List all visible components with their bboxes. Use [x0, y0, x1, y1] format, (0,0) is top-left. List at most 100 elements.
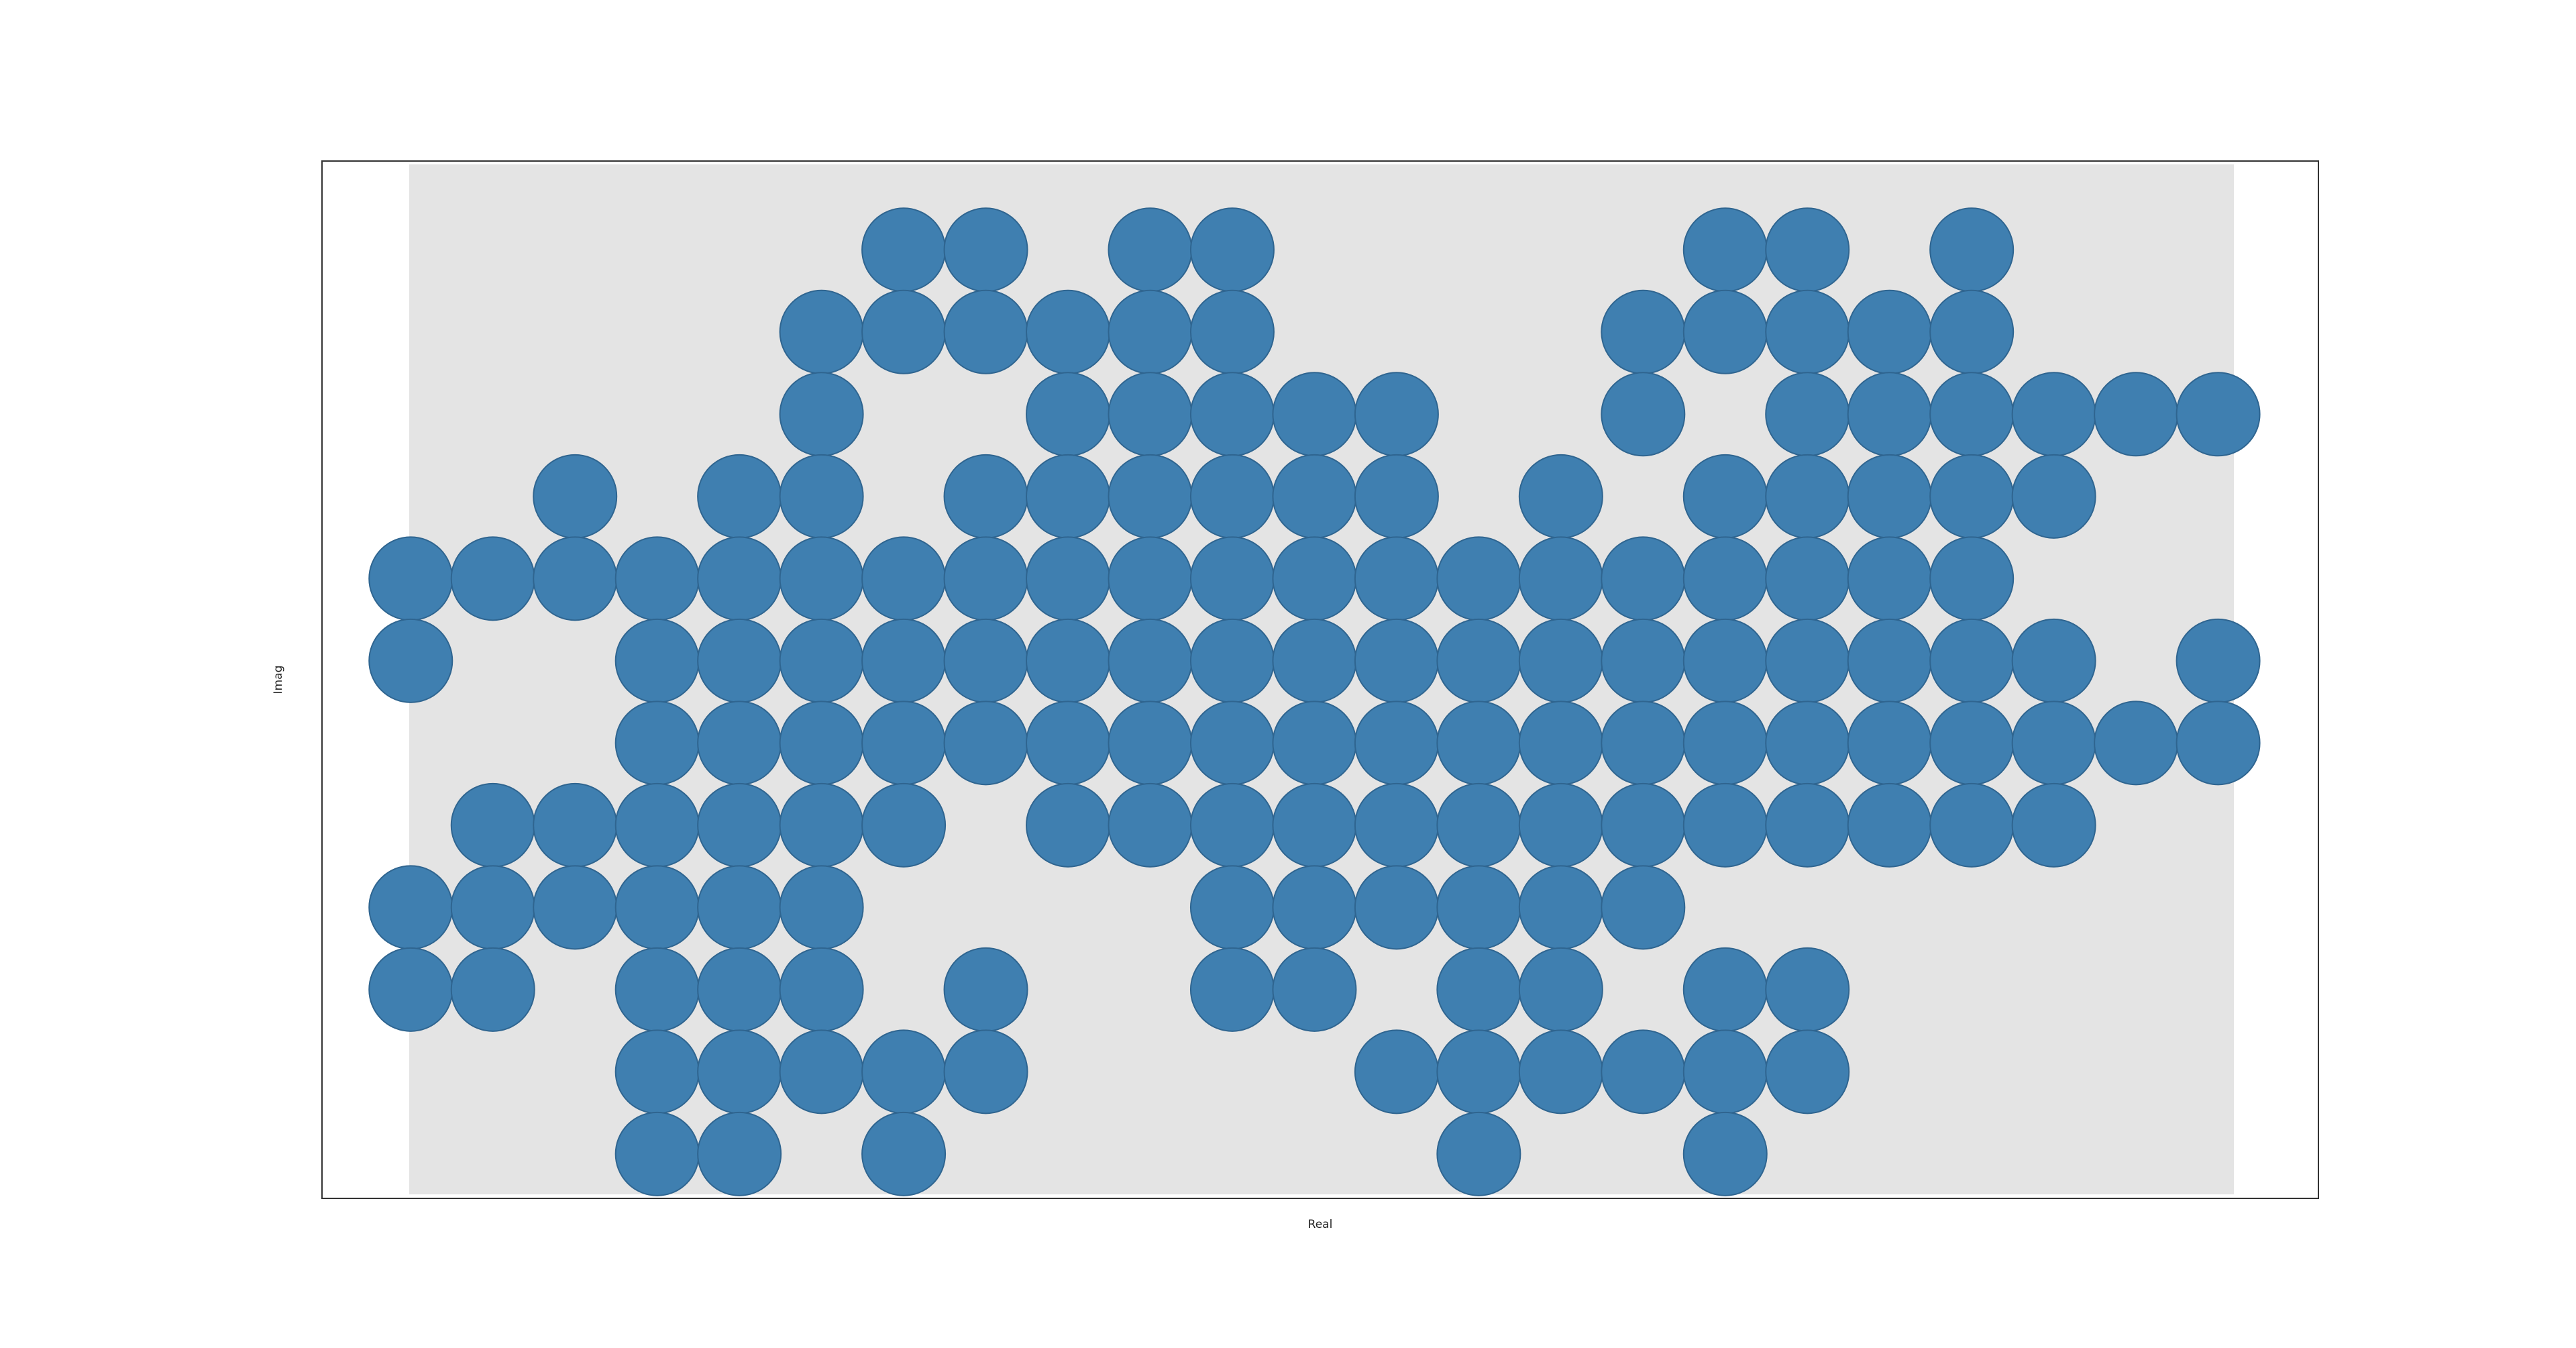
- point: [1108, 618, 1193, 703]
- point: [1682, 1029, 1768, 1114]
- points: [368, 207, 2261, 1196]
- point: [779, 701, 864, 786]
- point: [697, 701, 782, 786]
- point: [943, 207, 1028, 293]
- point: [1929, 372, 2015, 457]
- point: [1682, 618, 1768, 703]
- point: [1026, 536, 1111, 621]
- point: [614, 536, 700, 621]
- point: [861, 289, 947, 374]
- point: [1518, 782, 1603, 868]
- point: [779, 454, 864, 539]
- point: [1929, 701, 2015, 786]
- point: [1436, 782, 1521, 868]
- point: [1436, 947, 1521, 1032]
- point: [861, 701, 947, 786]
- point: [2011, 372, 2096, 457]
- point: [1601, 1029, 1686, 1114]
- point: [1929, 782, 2015, 868]
- point: [697, 865, 782, 950]
- point: [368, 865, 453, 950]
- point: [533, 454, 618, 539]
- point: [779, 536, 864, 621]
- point: [533, 865, 618, 950]
- point: [1518, 701, 1603, 786]
- point: [614, 782, 700, 868]
- point: [943, 536, 1028, 621]
- point: [861, 1111, 947, 1196]
- point: [1026, 701, 1111, 786]
- point: [614, 701, 700, 786]
- point: [1026, 618, 1111, 703]
- point: [1026, 372, 1111, 457]
- point: [779, 865, 864, 950]
- point: [1189, 947, 1275, 1032]
- point: [1765, 1029, 1850, 1114]
- point: [697, 618, 782, 703]
- point: [697, 536, 782, 621]
- point: [779, 947, 864, 1032]
- point: [614, 1111, 700, 1196]
- point: [1765, 618, 1850, 703]
- point: [1682, 1111, 1768, 1196]
- point: [1272, 947, 1357, 1032]
- point: [861, 618, 947, 703]
- point: [1518, 1029, 1603, 1114]
- point: [1765, 701, 1850, 786]
- point: [1518, 865, 1603, 950]
- point: [1436, 618, 1521, 703]
- point: [1026, 782, 1111, 868]
- point: [1929, 536, 2015, 621]
- point: [1108, 454, 1193, 539]
- point: [1272, 782, 1357, 868]
- point: [614, 947, 700, 1032]
- point: [1354, 372, 1439, 457]
- point: [1601, 865, 1686, 950]
- point: [1682, 207, 1768, 293]
- point: [2011, 618, 2096, 703]
- point: [1765, 536, 1850, 621]
- x-axis-label: Real: [1308, 1218, 1333, 1231]
- point: [1436, 865, 1521, 950]
- point: [614, 1029, 700, 1114]
- point: [1518, 536, 1603, 621]
- point: [368, 947, 453, 1032]
- point: [533, 536, 618, 621]
- point: [1765, 782, 1850, 868]
- point: [1847, 372, 1932, 457]
- point: [1765, 207, 1850, 293]
- point: [450, 782, 535, 868]
- point: [1189, 701, 1275, 786]
- point: [1272, 701, 1357, 786]
- point: [450, 865, 535, 950]
- point: [697, 782, 782, 868]
- point: [697, 1111, 782, 1196]
- point: [861, 782, 947, 868]
- point: [779, 618, 864, 703]
- point: [1847, 536, 1932, 621]
- point: [1108, 701, 1193, 786]
- point: [1189, 865, 1275, 950]
- point: [1682, 454, 1768, 539]
- point: [2094, 701, 2179, 786]
- point: [2011, 701, 2096, 786]
- point: [1601, 701, 1686, 786]
- point: [943, 618, 1028, 703]
- point: [1682, 782, 1768, 868]
- point: [1272, 865, 1357, 950]
- point: [1272, 454, 1357, 539]
- point: [1765, 454, 1850, 539]
- point: [943, 289, 1028, 374]
- point: [1929, 618, 2015, 703]
- point: [1354, 701, 1439, 786]
- point: [1929, 207, 2015, 293]
- point: [779, 782, 864, 868]
- point: [1436, 1111, 1521, 1196]
- point: [614, 865, 700, 950]
- point: [450, 536, 535, 621]
- point: [697, 1029, 782, 1114]
- point: [614, 618, 700, 703]
- point: [1847, 701, 1932, 786]
- point: [697, 454, 782, 539]
